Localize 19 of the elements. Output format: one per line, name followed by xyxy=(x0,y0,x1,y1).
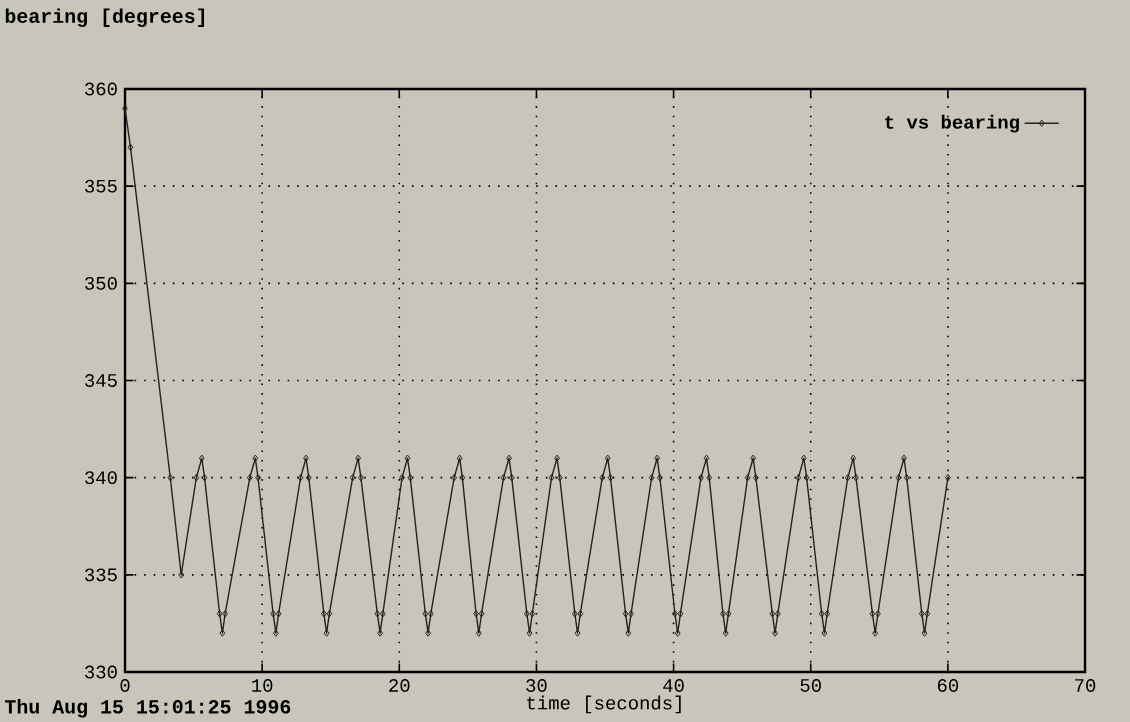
y-tick-label: 345 xyxy=(85,374,117,387)
x-tick-label: 40 xyxy=(663,679,684,692)
legend-label: t vs bearing xyxy=(885,114,1019,133)
y-tick-label: 330 xyxy=(85,665,117,679)
x-tick-label: 60 xyxy=(937,679,959,692)
x-tick-label: 30 xyxy=(526,679,547,692)
y-axis-title: bearing [degrees] xyxy=(5,8,205,28)
x-tick-label: 20 xyxy=(389,679,410,692)
x-tick-label: 70 xyxy=(1075,679,1096,692)
y-tick-label: 350 xyxy=(85,276,117,290)
text: Thu Aug 15 15:01:25 1996 xyxy=(5,698,291,718)
y-tick-label: 360 xyxy=(85,82,117,96)
x-tick-label: 10 xyxy=(252,679,273,692)
y-tick-label: 355 xyxy=(85,179,117,193)
y-tick-label: 335 xyxy=(85,568,117,582)
y-tick-label: 340 xyxy=(85,471,117,485)
x-tick-label: 50 xyxy=(800,679,821,692)
x-axis-title: time [seconds] xyxy=(527,695,681,714)
x-tick-label: 0 xyxy=(120,679,130,692)
